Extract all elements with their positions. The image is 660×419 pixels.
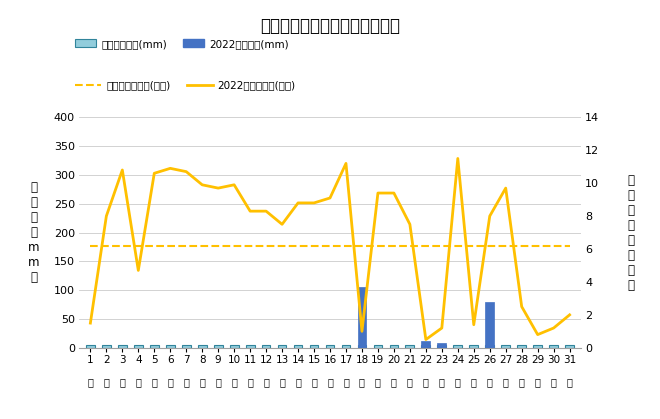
Bar <box>517 345 526 348</box>
Legend: 日照時間平年値(時間), 2022年日照時間(時間): 日照時間平年値(時間), 2022年日照時間(時間) <box>71 76 300 95</box>
Text: 日: 日 <box>104 377 110 387</box>
Text: 日: 日 <box>487 377 492 387</box>
Bar <box>485 345 494 348</box>
Text: 日: 日 <box>343 377 349 387</box>
Text: 日: 日 <box>248 377 253 387</box>
Text: 日: 日 <box>375 377 381 387</box>
Bar <box>358 345 366 348</box>
Bar <box>469 345 478 348</box>
Text: 日: 日 <box>359 377 365 387</box>
Text: ３月降水量・日照時間（日別）: ３月降水量・日照時間（日別） <box>260 17 400 35</box>
Text: 日: 日 <box>87 377 93 387</box>
Bar <box>198 345 207 348</box>
Bar <box>422 341 430 348</box>
Bar <box>246 345 255 348</box>
Bar <box>118 345 127 348</box>
Bar <box>278 345 286 348</box>
Text: 日: 日 <box>439 377 445 387</box>
Text: 日: 日 <box>231 377 237 387</box>
Bar <box>294 345 302 348</box>
Y-axis label: 降
水
量
（
m
m
）: 降 水 量 （ m m ） <box>28 181 40 284</box>
Bar <box>310 345 318 348</box>
Text: 日: 日 <box>168 377 173 387</box>
Bar <box>102 345 111 348</box>
Text: 日: 日 <box>391 377 397 387</box>
Text: 日: 日 <box>279 377 285 387</box>
Text: 日: 日 <box>471 377 477 387</box>
Text: 日: 日 <box>135 377 141 387</box>
Bar <box>565 345 574 348</box>
Bar <box>166 345 175 348</box>
Text: 日: 日 <box>119 377 125 387</box>
Legend: 降水量平年値(mm), 2022年降水量(mm): 降水量平年値(mm), 2022年降水量(mm) <box>71 34 292 53</box>
Bar <box>485 302 494 348</box>
Y-axis label: 日
照
時
間
（
時
間
）: 日 照 時 間 （ 時 間 ） <box>628 173 634 292</box>
Text: 日: 日 <box>183 377 189 387</box>
Text: 日: 日 <box>519 377 525 387</box>
Bar <box>134 345 143 348</box>
Bar <box>533 345 542 348</box>
Text: 日: 日 <box>311 377 317 387</box>
Text: 日: 日 <box>407 377 412 387</box>
Text: 日: 日 <box>535 377 541 387</box>
Bar <box>86 345 95 348</box>
Text: 日: 日 <box>151 377 157 387</box>
Bar <box>150 345 158 348</box>
Bar <box>549 345 558 348</box>
Bar <box>405 345 414 348</box>
Text: 日: 日 <box>503 377 509 387</box>
Bar <box>438 343 446 348</box>
Text: 日: 日 <box>199 377 205 387</box>
Bar <box>502 345 510 348</box>
Bar <box>453 345 462 348</box>
Text: 日: 日 <box>263 377 269 387</box>
Bar <box>230 345 238 348</box>
Bar <box>342 345 350 348</box>
Text: 日: 日 <box>327 377 333 387</box>
Bar <box>389 345 398 348</box>
Bar <box>422 345 430 348</box>
Text: 日: 日 <box>215 377 221 387</box>
Bar <box>214 345 222 348</box>
Bar <box>358 287 366 348</box>
Text: 日: 日 <box>423 377 429 387</box>
Bar <box>438 345 446 348</box>
Bar <box>262 345 271 348</box>
Bar <box>182 345 191 348</box>
Text: 日: 日 <box>550 377 556 387</box>
Bar <box>325 345 335 348</box>
Text: 日: 日 <box>295 377 301 387</box>
Text: 日: 日 <box>455 377 461 387</box>
Text: 日: 日 <box>567 377 573 387</box>
Bar <box>374 345 382 348</box>
